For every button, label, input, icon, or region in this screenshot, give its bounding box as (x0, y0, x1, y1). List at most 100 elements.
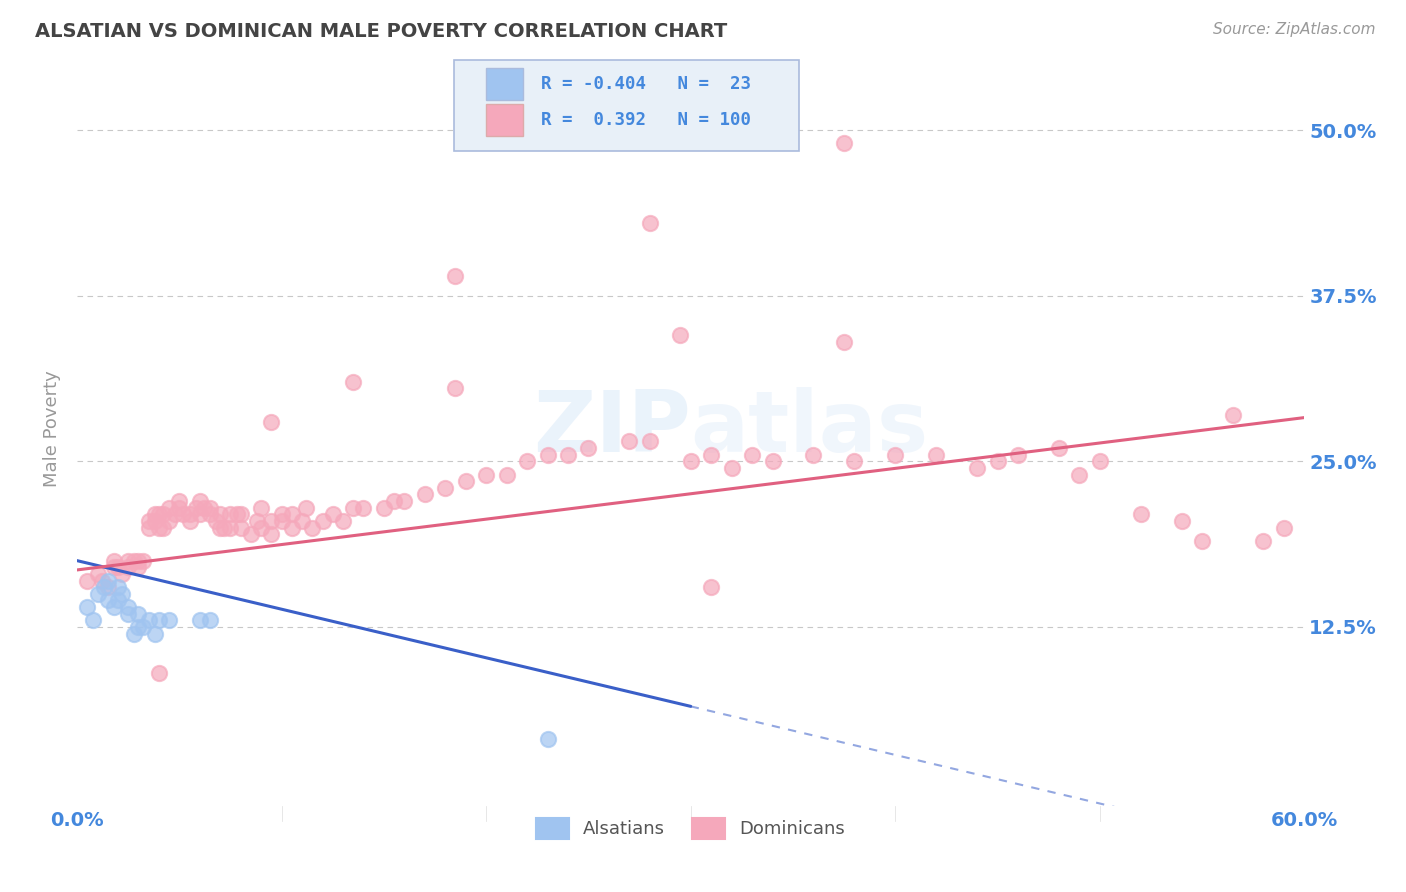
Point (322, 508, 344, 522)
Point (761, 454, 783, 468)
Point (97, 574, 120, 588)
Point (138, 514, 160, 528)
Point (246, 514, 269, 528)
Point (536, 732, 558, 747)
Point (475, 467, 498, 482)
FancyBboxPatch shape (485, 104, 523, 136)
Point (219, 508, 242, 522)
Point (205, 514, 228, 528)
Text: ALSATIAN VS DOMINICAN MALE POVERTY CORRELATION CHART: ALSATIAN VS DOMINICAN MALE POVERTY CORRE… (35, 22, 727, 41)
Point (281, 508, 304, 522)
Point (291, 514, 314, 528)
Point (93, 580, 115, 594)
Point (138, 520, 160, 534)
Point (281, 520, 304, 534)
Point (1272, 520, 1295, 534)
Point (97, 580, 120, 594)
Point (86, 566, 108, 581)
Point (107, 560, 129, 574)
Point (169, 500, 191, 515)
Point (103, 600, 125, 615)
Point (1129, 508, 1152, 522)
Point (127, 620, 149, 634)
Point (111, 566, 134, 581)
Point (700, 448, 723, 462)
Point (148, 613, 170, 627)
Point (188, 613, 211, 627)
Point (720, 461, 742, 475)
Point (986, 454, 1008, 468)
Point (803, 448, 825, 462)
Point (382, 494, 405, 508)
Point (143, 508, 166, 522)
Point (295, 500, 318, 515)
Point (638, 216, 661, 230)
Point (925, 448, 948, 462)
Point (193, 500, 215, 515)
Point (700, 580, 723, 594)
Legend: Alsatians, Dominicans: Alsatians, Dominicans (529, 811, 852, 846)
Point (198, 500, 221, 515)
Text: R =  0.392   N = 100: R = 0.392 N = 100 (541, 112, 751, 129)
Point (111, 587, 134, 601)
Point (270, 514, 292, 528)
Point (844, 454, 866, 468)
Point (301, 520, 323, 534)
Point (86, 587, 108, 601)
Point (966, 461, 988, 475)
Point (188, 508, 211, 522)
Point (124, 554, 146, 568)
Point (679, 454, 702, 468)
Point (157, 500, 180, 515)
Point (117, 554, 139, 568)
Point (127, 560, 149, 574)
Point (434, 481, 457, 495)
Point (179, 508, 201, 522)
Point (270, 508, 292, 522)
Point (260, 415, 283, 429)
Point (516, 454, 538, 468)
Point (152, 508, 174, 522)
Point (260, 527, 283, 541)
Point (444, 268, 467, 283)
Point (884, 448, 907, 462)
Text: atlas: atlas (690, 387, 929, 470)
Point (131, 554, 153, 568)
Point (394, 494, 416, 508)
Point (250, 500, 273, 515)
Point (143, 626, 166, 640)
Point (198, 508, 221, 522)
Y-axis label: Male Poverty: Male Poverty (44, 370, 60, 486)
Point (76, 574, 98, 588)
Point (131, 620, 153, 634)
Point (454, 474, 477, 488)
Point (229, 520, 252, 534)
Point (444, 381, 467, 395)
Point (76, 600, 98, 615)
Point (214, 520, 236, 534)
Point (127, 607, 149, 621)
Point (239, 527, 262, 541)
FancyBboxPatch shape (454, 60, 799, 151)
Point (152, 520, 174, 534)
Point (1170, 514, 1192, 528)
Point (184, 500, 207, 515)
Point (1222, 408, 1244, 422)
Point (148, 520, 170, 534)
Point (165, 508, 187, 522)
Point (669, 328, 692, 343)
Point (352, 500, 374, 515)
Point (169, 494, 191, 508)
Text: ZIP: ZIP (533, 387, 690, 470)
Point (103, 554, 125, 568)
Point (1007, 448, 1029, 462)
Point (557, 448, 579, 462)
Point (157, 613, 180, 627)
Point (127, 554, 149, 568)
Point (225, 508, 247, 522)
Point (536, 448, 558, 462)
Point (250, 520, 273, 534)
Point (107, 580, 129, 594)
Point (1047, 441, 1070, 455)
Point (495, 467, 517, 482)
